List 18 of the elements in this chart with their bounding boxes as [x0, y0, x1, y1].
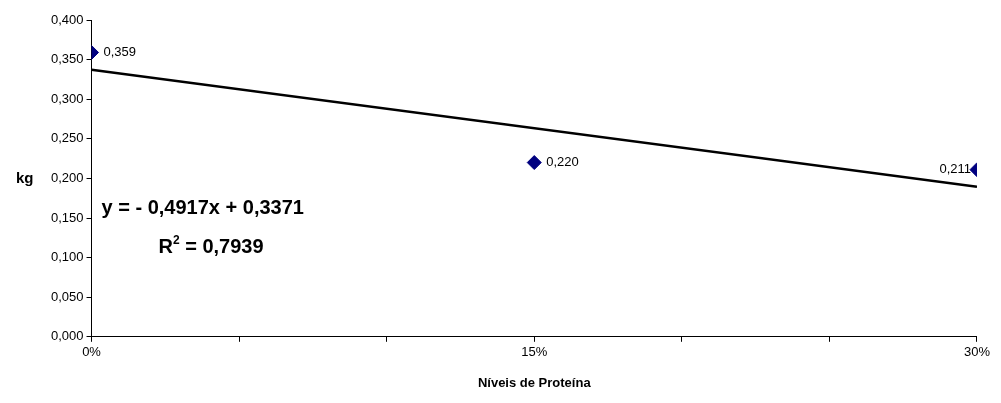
- y-tick-label: 0,400: [50, 11, 84, 27]
- annotation: y = - 0,4917x + 0,3371: [101, 196, 304, 219]
- x-tick-label: 0%: [82, 344, 102, 360]
- y-tick-label: 0,200: [50, 169, 84, 185]
- x-tick-label: 30%: [963, 344, 991, 360]
- x-tick-label: 15%: [521, 344, 548, 360]
- data-label: 0,220: [546, 154, 579, 170]
- y-tick-label: 0,100: [50, 249, 84, 265]
- y-tick-label: 0,250: [50, 130, 84, 146]
- y-tick-label: 0,300: [50, 90, 84, 106]
- x-axis-title: Níveis de Proteína: [477, 374, 592, 390]
- data-label: 0,359: [103, 44, 137, 60]
- y-tick-label: 0,050: [50, 288, 84, 304]
- y-tick-label: 0,150: [50, 209, 84, 225]
- y-tick-label: 0,000: [50, 328, 84, 344]
- y-tick-label: 0,350: [50, 51, 84, 67]
- y-axis-title: kg: [16, 168, 34, 186]
- data-label: 0,211: [939, 161, 971, 177]
